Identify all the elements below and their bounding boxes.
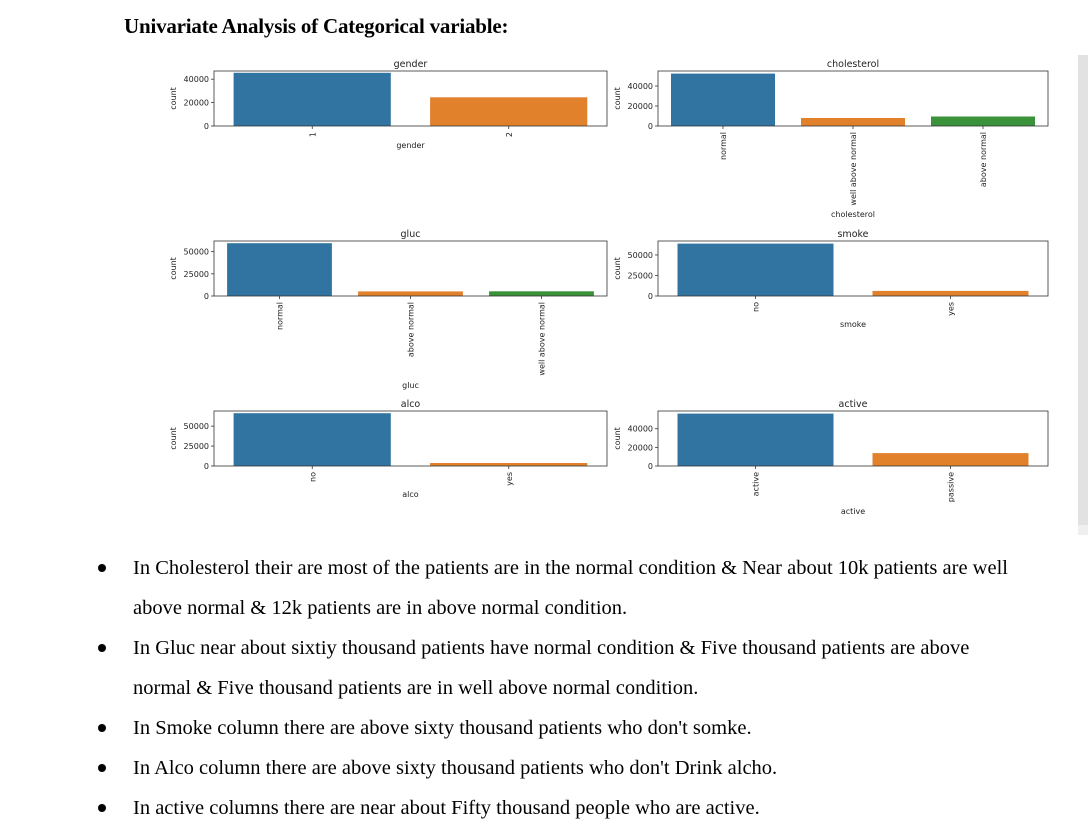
chart-bar	[872, 453, 1029, 466]
chart-frame	[657, 240, 1049, 297]
chart-frame	[657, 410, 1049, 467]
chart-bar	[931, 116, 1035, 126]
y-tick-label: 0	[648, 462, 653, 471]
chart-bar	[801, 118, 905, 126]
y-axis-label: count	[169, 87, 178, 110]
chart-title: active	[839, 399, 868, 410]
x-axis-label: gender	[396, 141, 425, 150]
y-axis-label: count	[613, 257, 622, 280]
x-tick-label: well above normal	[849, 132, 858, 206]
x-axis-label: active	[841, 507, 865, 516]
chart-bar	[671, 73, 775, 126]
chart-title: gluc	[401, 229, 421, 240]
x-tick-label: above normal	[407, 302, 416, 357]
chart-frame	[657, 70, 1049, 127]
observation-item: In Smoke column there are above sixty th…	[0, 708, 1088, 748]
y-tick-label: 50000	[628, 251, 653, 260]
y-axis-label: count	[169, 427, 178, 450]
x-tick-label: normal	[276, 302, 285, 330]
chart-frame	[213, 240, 608, 297]
x-axis-label: smoke	[840, 320, 866, 329]
y-axis-label: count	[613, 87, 622, 110]
charts-figure: 1 2 0 20000 40000 gender count gender normal well…	[169, 59, 1049, 516]
chart-bar	[227, 243, 332, 296]
observation-text: In active columns there are near about F…	[133, 797, 760, 819]
y-axis-label: count	[169, 257, 178, 280]
chart-title: alco	[401, 399, 421, 410]
x-tick-label: normal	[719, 132, 728, 160]
observation-text: In Alco column there are above sixty tho…	[133, 757, 778, 779]
chart-bar	[233, 413, 391, 466]
chart-bar	[872, 290, 1029, 296]
y-tick-label: 25000	[184, 442, 209, 451]
y-tick-label: 40000	[628, 425, 653, 434]
chart-bar	[677, 413, 834, 466]
x-tick-label: no	[752, 302, 761, 312]
chart-frame	[213, 410, 608, 467]
y-axis-label: count	[613, 427, 622, 450]
chart-frame	[213, 70, 608, 127]
bullet-icon	[98, 804, 106, 812]
bullet-icon	[98, 564, 106, 572]
chart-title: cholesterol	[827, 59, 879, 70]
chart-bar	[430, 97, 588, 126]
x-axis-label: cholesterol	[831, 210, 875, 219]
y-tick-label: 0	[648, 122, 653, 131]
y-tick-label: 50000	[184, 248, 209, 257]
x-tick-label: above normal	[979, 132, 988, 187]
y-tick-label: 0	[648, 292, 653, 301]
y-tick-label: 25000	[184, 270, 209, 279]
scrollbar-thumb[interactable]	[1078, 55, 1088, 525]
bullet-icon	[98, 644, 106, 652]
x-tick-label: no	[308, 472, 317, 482]
observation-item: In Gluc near about sixtiy thousand patie…	[0, 628, 1088, 708]
x-tick-label: passive	[947, 472, 956, 502]
chart-bar	[233, 72, 391, 126]
y-tick-label: 20000	[184, 99, 209, 108]
page-heading: Univariate Analysis of Categorical varia…	[124, 14, 509, 38]
x-tick-label: 2	[505, 132, 514, 137]
y-tick-label: 0	[204, 122, 209, 131]
x-tick-label: yes	[505, 472, 514, 486]
observation-item: In Cholesterol their are most of the pat…	[0, 548, 1088, 628]
x-tick-label: yes	[947, 302, 956, 316]
chart-title: smoke	[837, 229, 868, 240]
chart-bar	[430, 463, 588, 466]
y-tick-label: 0	[204, 462, 209, 471]
chart-title: gender	[394, 59, 428, 70]
y-tick-label: 50000	[184, 422, 209, 431]
y-tick-label: 0	[204, 292, 209, 301]
y-tick-label: 40000	[628, 82, 653, 91]
observation-text: In Gluc near about sixtiy thousand patie…	[133, 637, 970, 699]
bullet-icon	[98, 764, 106, 772]
bullet-icon	[98, 724, 106, 732]
observations-list: In Cholesterol their are most of the pat…	[0, 548, 1088, 828]
chart-bar	[677, 243, 834, 296]
chart-bar	[489, 291, 594, 296]
observation-text: In Smoke column there are above sixty th…	[133, 717, 752, 739]
x-axis-label: alco	[402, 490, 419, 499]
observation-text: In Cholesterol their are most of the pat…	[133, 557, 1008, 619]
x-tick-label: 1	[308, 132, 317, 137]
observation-item: In active columns there are near about F…	[0, 788, 1088, 828]
observation-item: In Alco column there are above sixty tho…	[0, 748, 1088, 788]
x-tick-label: well above normal	[538, 302, 547, 376]
x-axis-label: gluc	[402, 381, 419, 390]
y-tick-label: 20000	[628, 102, 653, 111]
y-tick-label: 40000	[184, 75, 209, 84]
y-tick-label: 20000	[628, 443, 653, 452]
chart-bar	[358, 291, 463, 296]
x-tick-label: active	[752, 472, 761, 496]
y-tick-label: 25000	[628, 271, 653, 280]
